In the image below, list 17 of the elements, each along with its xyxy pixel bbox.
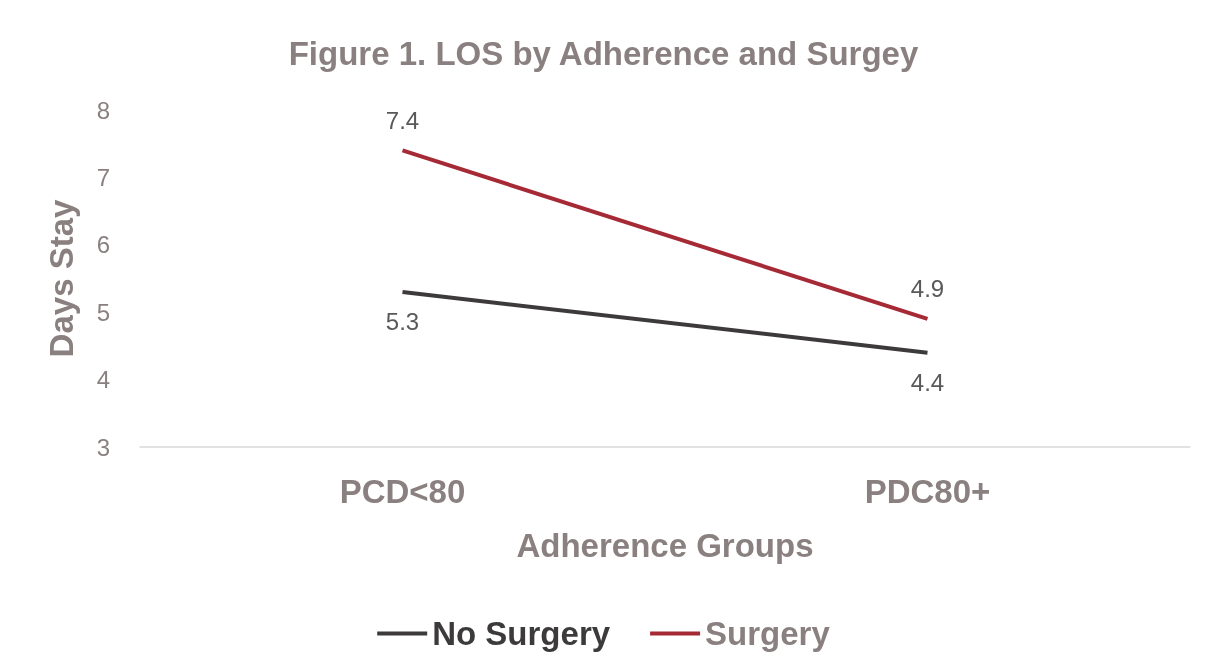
chart-title: Figure 1. LOS by Adherence and Surgey [288,35,919,72]
data-label: 4.9 [910,275,945,303]
y-tick-label: 3 [96,433,110,461]
data-label: 4.4 [910,369,945,397]
y-tick-label: 8 [96,96,110,124]
y-tick-label: 6 [96,231,110,259]
data-label: 5.3 [385,308,420,336]
x-tick-label: PCD<80 [339,473,466,510]
y-tick-label: 5 [96,298,110,326]
x-axis-title: Adherence Groups [516,527,814,564]
data-label: 7.4 [385,106,420,134]
y-tick-label: 7 [96,163,110,191]
y-axis-title: Days Stay [43,198,80,358]
y-tick-label: 4 [96,366,110,394]
legend-label: Surgery [705,615,831,652]
x-tick-label: PDC80+ [864,473,991,510]
legend-label: No Surgery [432,615,611,652]
